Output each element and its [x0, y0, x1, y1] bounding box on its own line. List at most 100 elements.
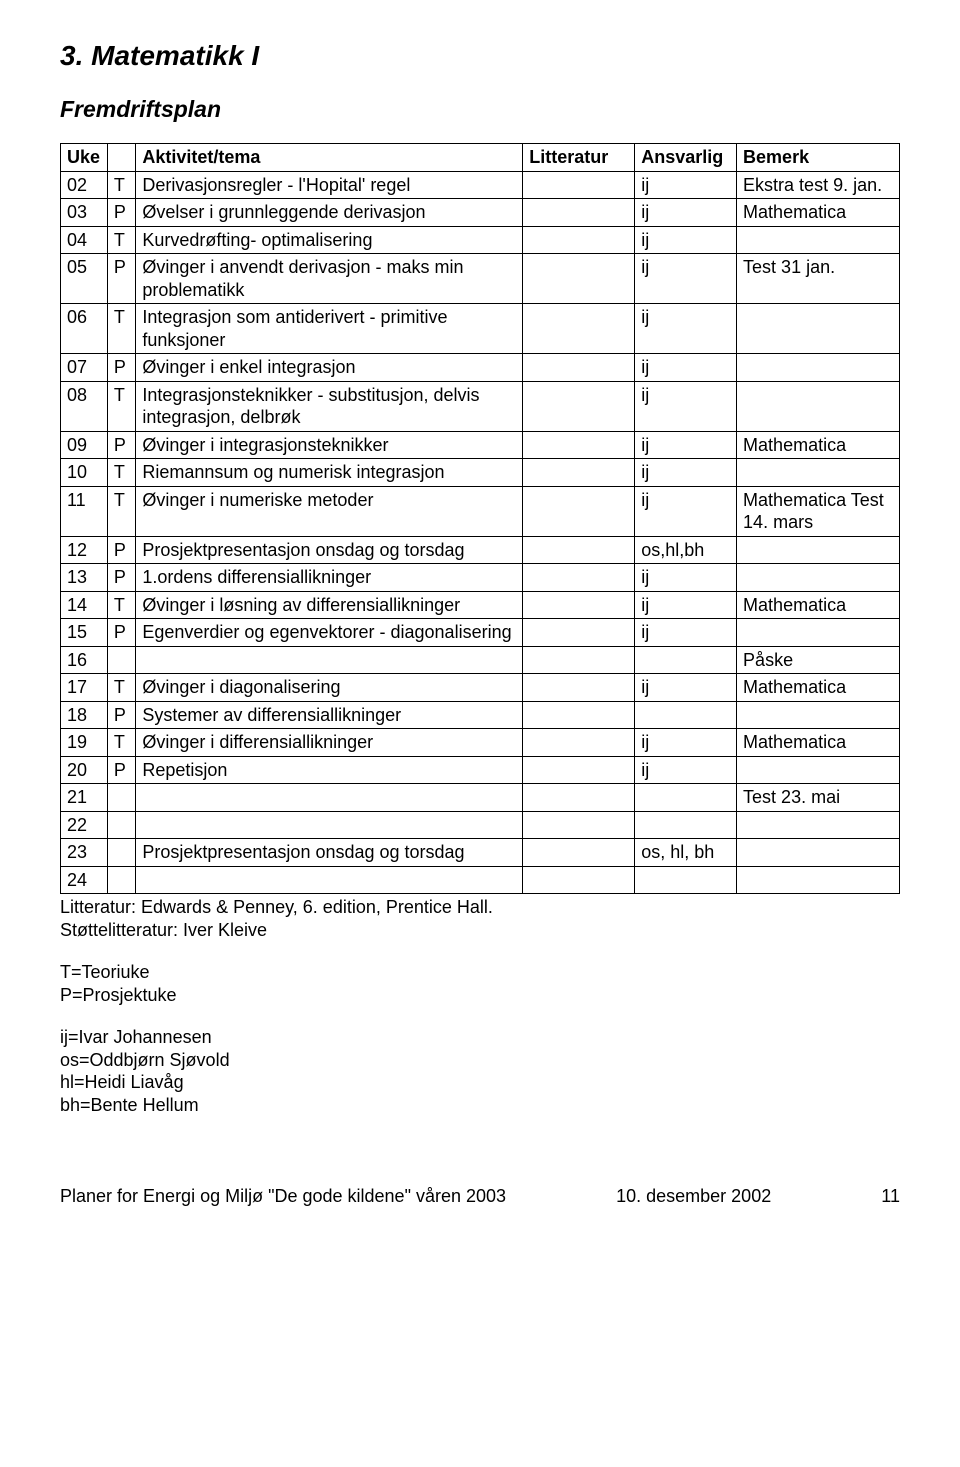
table-cell: Øvinger i differensiallikninger	[136, 729, 523, 757]
table-cell: P	[107, 619, 136, 647]
table-cell: Riemannsum og numerisk integrasjon	[136, 459, 523, 487]
table-cell: ij	[635, 381, 737, 431]
table-cell: Øvinger i løsning av differensiallikning…	[136, 591, 523, 619]
table-cell	[107, 811, 136, 839]
table-cell: P	[107, 431, 136, 459]
literature-line: Litteratur: Edwards & Penney, 6. edition…	[60, 896, 900, 919]
schedule-table: Uke Aktivitet/tema Litteratur Ansvarlig …	[60, 143, 900, 894]
table-cell: Mathematica	[737, 591, 900, 619]
table-cell: 19	[61, 729, 108, 757]
table-cell: 23	[61, 839, 108, 867]
table-row: 24	[61, 866, 900, 894]
table-cell: 22	[61, 811, 108, 839]
table-cell	[107, 784, 136, 812]
table-row: 16Påske	[61, 646, 900, 674]
section-title: 3. Matematikk I	[60, 40, 900, 72]
col-type	[107, 144, 136, 172]
legend-t: T=Teoriuke	[60, 961, 900, 984]
table-row: 23Prosjektpresentasjon onsdag og torsdag…	[61, 839, 900, 867]
table-cell: 17	[61, 674, 108, 702]
table-cell: ij	[635, 199, 737, 227]
table-cell: 1.ordens differensiallikninger	[136, 564, 523, 592]
table-cell	[737, 866, 900, 894]
table-cell	[523, 619, 635, 647]
table-cell	[523, 784, 635, 812]
table-cell: Øvinger i enkel integrasjon	[136, 354, 523, 382]
table-cell	[635, 866, 737, 894]
table-cell	[635, 646, 737, 674]
table-cell: ij	[635, 459, 737, 487]
table-cell: ij	[635, 564, 737, 592]
table-cell	[737, 226, 900, 254]
table-cell: ij	[635, 591, 737, 619]
table-cell	[523, 756, 635, 784]
table-cell: T	[107, 729, 136, 757]
table-cell: 11	[61, 486, 108, 536]
table-cell	[136, 811, 523, 839]
table-cell: P	[107, 564, 136, 592]
table-cell	[107, 839, 136, 867]
table-row: 17TØvinger i diagonaliseringijMathematic…	[61, 674, 900, 702]
table-row: 12PProsjektpresentasjon onsdag og torsda…	[61, 536, 900, 564]
footer-right: 11	[881, 1186, 900, 1207]
table-cell	[107, 646, 136, 674]
table-cell	[635, 811, 737, 839]
table-row: 05PØvinger i anvendt derivasjon - maks m…	[61, 254, 900, 304]
table-cell: Mathematica	[737, 199, 900, 227]
table-row: 19TØvinger i differensiallikningerijMath…	[61, 729, 900, 757]
table-cell: 04	[61, 226, 108, 254]
table-cell: Integrasjonsteknikker - substitusjon, de…	[136, 381, 523, 431]
table-row: 14TØvinger i løsning av differensiallikn…	[61, 591, 900, 619]
table-cell: Mathematica	[737, 431, 900, 459]
table-cell	[635, 784, 737, 812]
table-cell	[523, 459, 635, 487]
legend-os: os=Oddbjørn Sjøvold	[60, 1049, 900, 1072]
table-cell: P	[107, 701, 136, 729]
table-row: 08TIntegrasjonsteknikker - substitusjon,…	[61, 381, 900, 431]
table-cell: T	[107, 486, 136, 536]
table-cell	[737, 459, 900, 487]
table-cell	[737, 304, 900, 354]
table-row: 20PRepetisjonij	[61, 756, 900, 784]
col-aktivitet: Aktivitet/tema	[136, 144, 523, 172]
col-uke: Uke	[61, 144, 108, 172]
table-cell	[523, 171, 635, 199]
table-cell: T	[107, 304, 136, 354]
table-cell: Øvinger i diagonalisering	[136, 674, 523, 702]
table-cell	[523, 839, 635, 867]
table-cell	[136, 784, 523, 812]
table-cell: 03	[61, 199, 108, 227]
table-cell: ij	[635, 254, 737, 304]
table-cell	[523, 254, 635, 304]
table-cell: ij	[635, 354, 737, 382]
table-row: 09PØvinger i integrasjonsteknikkerijMath…	[61, 431, 900, 459]
table-cell	[523, 729, 635, 757]
literature-notes: Litteratur: Edwards & Penney, 6. edition…	[60, 896, 900, 941]
table-cell	[737, 756, 900, 784]
table-cell: 08	[61, 381, 108, 431]
table-cell: Ekstra test 9. jan.	[737, 171, 900, 199]
legend-hl: hl=Heidi Liavåg	[60, 1071, 900, 1094]
table-cell: 16	[61, 646, 108, 674]
table-cell: 06	[61, 304, 108, 354]
table-cell	[523, 486, 635, 536]
table-cell: Test 23. mai	[737, 784, 900, 812]
legend-block-1: T=Teoriuke P=Prosjektuke	[60, 961, 900, 1006]
table-cell: ij	[635, 756, 737, 784]
table-cell	[737, 619, 900, 647]
table-cell: 02	[61, 171, 108, 199]
table-cell: Øvelser i grunnleggende derivasjon	[136, 199, 523, 227]
table-cell	[635, 701, 737, 729]
table-cell	[737, 536, 900, 564]
table-cell: Øvinger i numeriske metoder	[136, 486, 523, 536]
legend-ij: ij=Ivar Johannesen	[60, 1026, 900, 1049]
legend-block-2: ij=Ivar Johannesen os=Oddbjørn Sjøvold h…	[60, 1026, 900, 1116]
table-row: 07PØvinger i enkel integrasjonij	[61, 354, 900, 382]
table-cell: Øvinger i integrasjonsteknikker	[136, 431, 523, 459]
table-cell: Prosjektpresentasjon onsdag og torsdag	[136, 536, 523, 564]
table-cell	[523, 564, 635, 592]
table-cell: ij	[635, 619, 737, 647]
table-row: 18PSystemer av differensiallikninger	[61, 701, 900, 729]
table-cell: T	[107, 226, 136, 254]
table-cell: Kurvedrøfting- optimalisering	[136, 226, 523, 254]
